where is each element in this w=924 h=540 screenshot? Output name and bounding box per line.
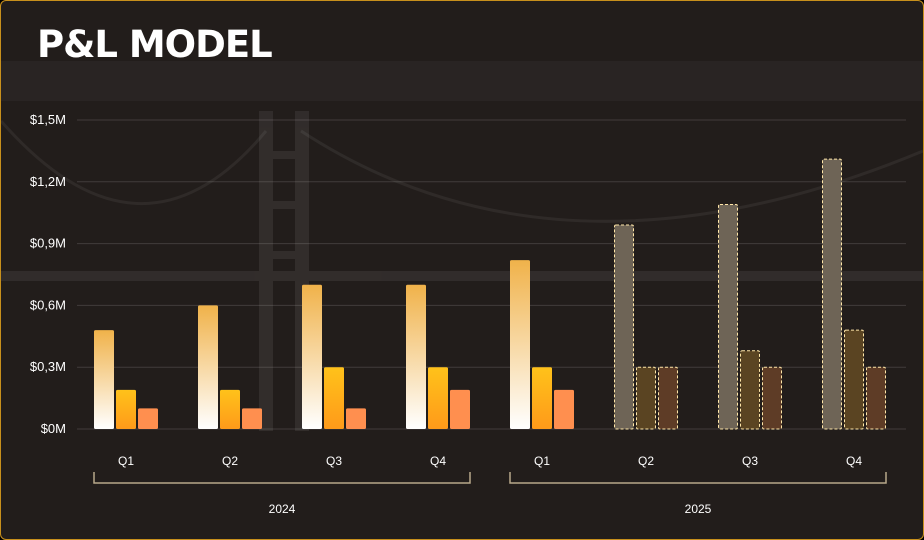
forecast-bar	[762, 366, 782, 430]
bar	[450, 389, 470, 429]
bar	[324, 367, 344, 429]
bar	[406, 284, 426, 429]
group-bracket	[93, 472, 471, 484]
chart-title: P&L MODEL	[37, 23, 273, 66]
group-label: 2024	[269, 502, 296, 516]
bar	[346, 408, 366, 429]
x-tick-label: Q4	[430, 454, 446, 468]
bars	[94, 158, 886, 430]
forecast-bar	[636, 366, 656, 430]
x-tick-label: Q3	[742, 454, 758, 468]
x-tick-label: Q1	[534, 454, 550, 468]
bar	[302, 284, 322, 429]
forecast-bar	[658, 366, 678, 430]
bar	[198, 305, 218, 429]
forecast-bar	[614, 224, 634, 430]
y-tick-label: $1,5M	[30, 112, 66, 127]
bar	[94, 330, 114, 429]
year-groups: 2024 2025	[93, 472, 887, 516]
bar	[138, 408, 158, 429]
group-bracket	[509, 472, 887, 484]
bar	[428, 367, 448, 429]
forecast-bar	[740, 350, 760, 430]
bar	[220, 389, 240, 429]
group-label: 2025	[685, 502, 712, 516]
forecast-bar	[822, 158, 842, 430]
y-tick-label: $0,9M	[30, 236, 66, 251]
x-tick-label: Q2	[638, 454, 654, 468]
y-tick-label: $1,2M	[30, 174, 66, 189]
x-tick-label: Q3	[326, 454, 342, 468]
y-tick-label: $0,3M	[30, 359, 66, 374]
bar	[242, 408, 262, 429]
forecast-bar	[844, 329, 864, 430]
bar	[116, 389, 136, 429]
bar	[554, 389, 574, 429]
x-tick-label: Q1	[118, 454, 134, 468]
forecast-bar	[866, 366, 886, 430]
x-tick-label: Q4	[846, 454, 862, 468]
y-tick-label: $0M	[41, 421, 66, 436]
bar	[510, 260, 530, 429]
y-axis: $0M $0,3M $0,6M $0,9M $1,2M $1,5M	[30, 112, 66, 436]
y-tick-label: $0,6M	[30, 297, 66, 312]
bar	[532, 367, 552, 429]
forecast-bar	[718, 203, 738, 430]
x-tick-label: Q2	[222, 454, 238, 468]
x-axis: Q1 Q2 Q3 Q4 Q1 Q2 Q3 Q4	[118, 454, 862, 468]
